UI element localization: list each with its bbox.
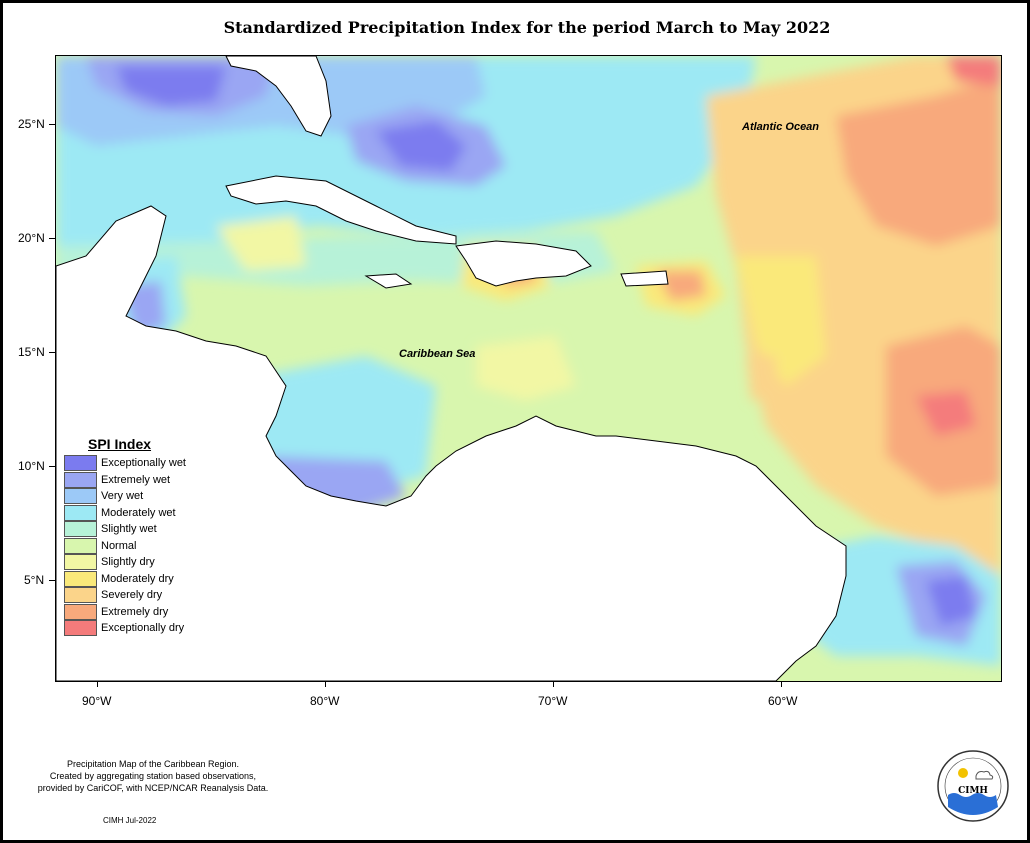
legend-item: Severely dry [64, 587, 186, 603]
legend-label: Exceptionally wet [101, 457, 186, 469]
legend-swatch [64, 603, 97, 620]
legend-item: Extremely wet [64, 471, 186, 488]
legend-swatch [64, 620, 97, 636]
spi-map-canvas [56, 56, 1001, 681]
legend-item: Exceptionally wet [64, 455, 186, 471]
cloud-icon [975, 770, 994, 780]
lon-tick [97, 681, 98, 687]
legend-swatch [64, 504, 97, 521]
sun-icon [958, 768, 968, 778]
legend-item: Moderately wet [64, 504, 186, 521]
lon-tick [781, 681, 782, 687]
legend-item: Normal [64, 537, 186, 554]
caribbean-sea-label: Caribbean Sea [399, 348, 476, 360]
legend-label: Moderately wet [101, 506, 176, 519]
map-title: Standardized Precipitation Index for the… [223, 18, 831, 37]
atlantic-ocean-label: Atlantic Ocean [742, 121, 820, 133]
lat-tick-label: 10°N [18, 459, 45, 473]
logo-text: CIMH [958, 786, 988, 796]
legend-label: Extremely dry [101, 605, 169, 618]
legend-item: Very wet [64, 488, 186, 504]
lat-tick [49, 124, 55, 125]
lat-tick [49, 466, 55, 467]
legend-swatch [64, 554, 97, 570]
legend-title: SPI Index [88, 436, 152, 452]
cimh-logo-graphic: CIMH [937, 750, 1009, 822]
legend-label: Slightly dry [101, 556, 155, 568]
spi-fields [56, 56, 1001, 666]
lon-tick-label: 80°W [310, 694, 340, 708]
legend-label: Normal [101, 539, 137, 552]
spi-map: Atlantic Ocean Caribbean Sea [55, 55, 1002, 682]
legend-item: Exceptionally dry [64, 620, 186, 636]
lat-tick-label: 5°N [24, 573, 45, 587]
spi-legend: SPI Index Exceptionally wet Extremely wet… [64, 436, 186, 637]
legend-swatch [64, 471, 97, 488]
legend-swatch [64, 488, 97, 504]
lon-tick-label: 60°W [768, 694, 798, 708]
legend-item: Extremely dry [64, 603, 186, 620]
legend-swatch [64, 587, 97, 603]
cimh-logo: CIMH [936, 749, 1010, 823]
lon-tick [553, 681, 554, 687]
legend-swatch [64, 455, 97, 471]
lat-tick-label: 15°N [18, 345, 45, 359]
footer-line: Created by aggregating station based obs… [49, 771, 257, 781]
water-icon [948, 793, 998, 815]
legend-item: Slightly dry [64, 554, 186, 570]
legend-label: Severely dry [101, 589, 163, 601]
legend-label: Moderately dry [101, 572, 174, 585]
lat-tick-label: 20°N [18, 231, 45, 245]
legend-label: Very wet [101, 490, 144, 502]
lat-tick-label: 25°N [18, 117, 45, 131]
credit-text: CIMH Jul-2022 [103, 816, 157, 825]
legend-item: Slightly wet [64, 521, 186, 537]
legend-label: Exceptionally dry [101, 622, 185, 634]
land-masses [56, 56, 847, 681]
footer-line: Precipitation Map of the Caribbean Regio… [66, 759, 240, 769]
legend-swatch [64, 521, 97, 537]
lat-tick [49, 352, 55, 353]
legend-item: Moderately dry [64, 570, 186, 587]
legend-items: Exceptionally wet Extremely wet Very wet Mo… [64, 455, 186, 636]
legend-swatch [64, 570, 97, 587]
legend-swatch [64, 537, 97, 554]
lon-tick-label: 70°W [538, 694, 568, 708]
lat-tick [49, 580, 55, 581]
lon-tick [325, 681, 326, 687]
footer-note: Precipitation Map of the Caribbean Regio… [8, 758, 298, 794]
footer-line: provided by CariCOF, with NCEP/NCAR Rean… [37, 783, 269, 793]
lon-tick-label: 90°W [82, 694, 112, 708]
legend-label: Extremely wet [101, 473, 171, 486]
lat-tick [49, 238, 55, 239]
legend-label: Slightly wet [101, 523, 157, 535]
